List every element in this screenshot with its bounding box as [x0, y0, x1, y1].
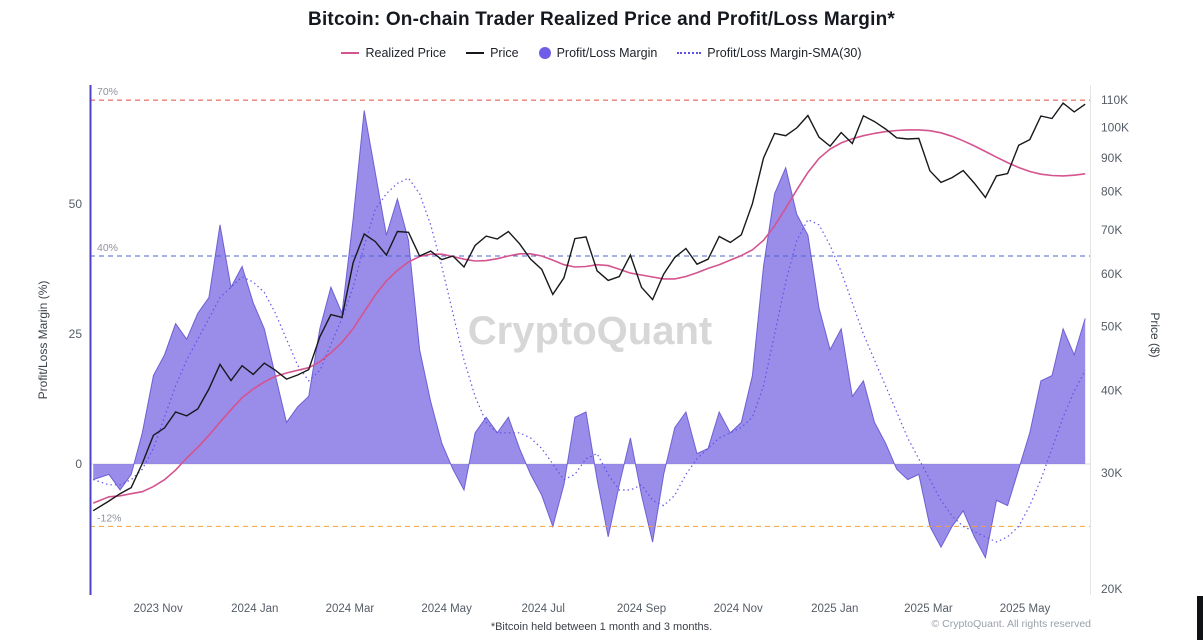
sma30-line	[93, 177, 1086, 543]
y-right-tick-label: 100K	[1101, 121, 1129, 135]
y-right-axis-title: Price ($)	[1148, 312, 1162, 357]
x-tick-label: 2025 Jan	[811, 603, 858, 615]
legend-marker-line-icon	[341, 52, 360, 54]
x-tick-label: 2024 Jan	[231, 603, 278, 615]
price-line	[92, 102, 1086, 512]
x-tick-label: 2023 Nov	[133, 603, 182, 615]
y-left-tick-label: 50	[69, 197, 83, 211]
reference-label-70pct: 70%	[97, 86, 118, 98]
scrollbar-thumb[interactable]	[1197, 596, 1203, 640]
chart-title: Bitcoin: On-chain Trader Realized Price …	[308, 9, 895, 30]
x-tick-label: 2024 Mar	[326, 603, 375, 615]
copyright-notice: © CryptoQuant. All rights reserved	[931, 618, 1091, 630]
legend-item-profit-loss-margin-sma-30-[interactable]: Profit/Loss Margin-SMA(30)	[677, 46, 862, 60]
y-right-tick-label: 80K	[1101, 185, 1122, 199]
y-right-tick-label: 30K	[1101, 466, 1122, 480]
legend-item-label: Profit/Loss Margin-SMA(30)	[707, 46, 862, 60]
legend-marker-dot-icon	[538, 47, 551, 59]
legend-item-label: Price	[490, 46, 519, 60]
x-tick-label: 2024 May	[421, 603, 472, 615]
y-right-tick-label: 110K	[1101, 93, 1128, 107]
y-left-tick-label: 0	[75, 457, 82, 471]
legend-marker-line-icon	[466, 52, 485, 54]
x-tick-label: 2025 Mar	[904, 603, 953, 615]
x-tick-label: 2025 May	[1000, 603, 1051, 615]
y-right-tick-label: 90K	[1101, 151, 1122, 165]
legend-item-price[interactable]: Price	[466, 46, 519, 60]
legend-item-label: Profit/Loss Margin	[556, 46, 658, 60]
y-right-tick-label: 50K	[1101, 319, 1122, 333]
chart-footnote: *Bitcoin held between 1 month and 3 mont…	[490, 621, 713, 633]
legend-marker-dotted-icon	[677, 52, 702, 54]
y-left-tick-label: 25	[69, 327, 83, 341]
x-tick-label: 2024 Nov	[714, 603, 763, 615]
y-right-tick-label: 20K	[1101, 582, 1122, 596]
legend-item-profit-loss-margin[interactable]: Profit/Loss Margin	[538, 46, 658, 60]
y-left-axis-title: Profit/Loss Margin (%)	[36, 281, 50, 400]
y-right-tick-label: 40K	[1101, 383, 1122, 397]
y-right-tick-label: 70K	[1101, 223, 1122, 237]
legend-item-label: Realized Price	[365, 46, 447, 60]
x-tick-label: 2024 Jul	[521, 603, 564, 615]
y-right-tick-label: 60K	[1101, 267, 1122, 281]
reference-label-40pct: 40%	[97, 242, 118, 254]
legend-item-realized-price[interactable]: Realized Price	[341, 46, 446, 60]
reference-label-neg12pct: -12%	[97, 512, 122, 524]
profit-loss-margin-line	[93, 110, 1086, 560]
profit-loss-margin-area	[93, 110, 1086, 558]
x-tick-label: 2024 Sep	[617, 603, 666, 615]
realized-price-line	[92, 129, 1086, 504]
chart-legend: Realized Price Price Profit/Loss Margin Pro…	[0, 46, 1203, 60]
watermark: CryptoQuant	[468, 309, 712, 353]
